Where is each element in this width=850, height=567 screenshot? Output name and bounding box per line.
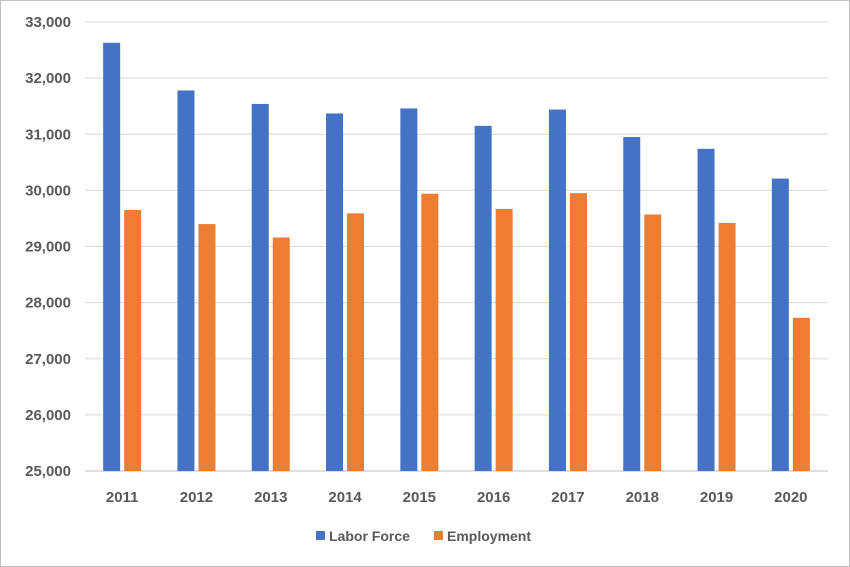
- y-tick-label: 33,000: [25, 14, 71, 31]
- bar-labor-force-2011: [103, 42, 121, 472]
- x-tick-label: 2017: [551, 489, 584, 506]
- y-tick-label: 31,000: [25, 126, 71, 143]
- y-tick-label: 32,000: [25, 70, 71, 87]
- y-tick-label: 28,000: [25, 295, 71, 312]
- y-tick-label: 30,000: [25, 182, 71, 199]
- x-tick-label: 2012: [180, 489, 213, 506]
- bar-labor-force-2015: [400, 108, 418, 472]
- legend-swatch-employment: [434, 531, 443, 540]
- bar-employment-2017: [569, 193, 587, 471]
- y-tick-label: 27,000: [25, 351, 71, 368]
- bar-labor-force-2017: [548, 109, 566, 472]
- bar-labor-force-2019: [697, 148, 715, 471]
- bar-employment-2015: [421, 193, 439, 471]
- bar-employment-2011: [124, 210, 142, 472]
- bar-employment-2014: [347, 213, 365, 472]
- x-tick-label: 2016: [477, 489, 510, 506]
- y-tick-label: 29,000: [25, 239, 71, 256]
- y-tick-label: 26,000: [25, 407, 71, 424]
- x-tick-label: 2013: [254, 489, 287, 506]
- x-tick-label: 2019: [700, 489, 733, 506]
- bar-labor-force-2016: [474, 125, 492, 472]
- legend-label-employment: Employment: [447, 528, 531, 544]
- x-tick-label: 2020: [774, 489, 807, 506]
- y-tick-label: 25,000: [25, 463, 71, 480]
- x-tick-label: 2014: [328, 489, 362, 506]
- bar-employment-2012: [198, 224, 216, 471]
- bar-employment-2013: [272, 237, 290, 471]
- bar-labor-force-2013: [251, 103, 269, 471]
- bar-employment-2019: [718, 222, 736, 471]
- bar-employment-2020: [792, 317, 810, 471]
- x-tick-label: 2015: [403, 489, 436, 506]
- bar-labor-force-2012: [177, 90, 195, 471]
- bar-labor-force-2014: [326, 113, 344, 471]
- x-tick-label: 2011: [106, 489, 139, 506]
- bar-labor-force-2018: [623, 137, 641, 471]
- bar-employment-2016: [495, 208, 513, 472]
- bar-employment-2018: [644, 214, 662, 472]
- bar-labor-force-2020: [771, 178, 789, 471]
- legend-label-labor-force: Labor Force: [329, 528, 410, 544]
- x-tick-label: 2018: [626, 489, 659, 506]
- legend-swatch-labor-force: [316, 531, 325, 540]
